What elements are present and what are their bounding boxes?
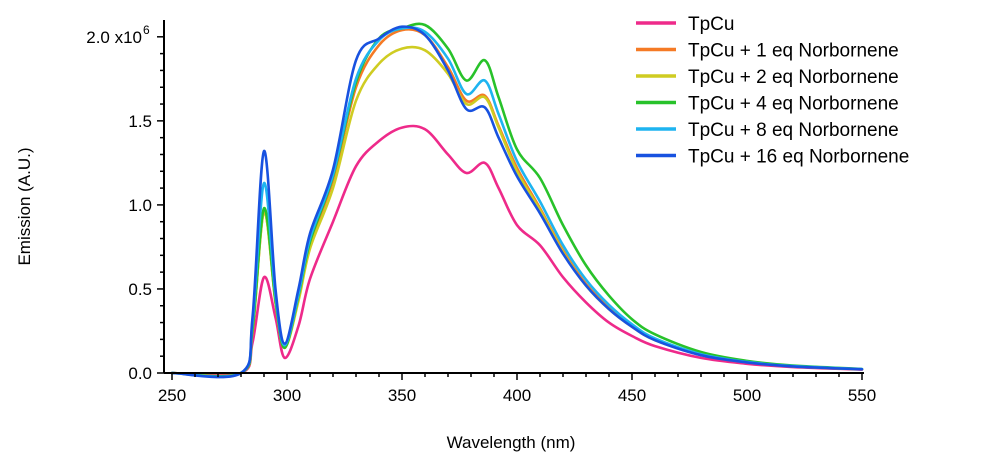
series-line-5 [170,25,864,379]
legend-label: TpCu + 8 eq Norbornene [688,120,899,141]
y-tick-label: 0.0 [128,364,152,383]
x-tick-label: 550 [848,386,876,405]
y-ticks: 0.0 0.5 1.0 1.5 2.0 x10 6 [86,23,164,383]
series-line-0 [170,124,864,377]
x-tick-label: 300 [273,386,301,405]
x-tick-label: 400 [503,386,531,405]
x-tick-label: 250 [158,386,186,405]
y-tick-label: 1.0 [128,196,152,215]
legend-label: TpCu + 4 eq Norbornene [688,94,899,115]
x-axis-title: Wavelength (nm) [447,433,576,452]
legend-label: TpCu + 1 eq Norbornene [688,41,899,62]
x-tick-label: 350 [388,386,416,405]
x-tick-label: 450 [618,386,646,405]
series-layer [170,22,864,379]
legend-label: TpCu + 2 eq Norbornene [688,67,899,88]
legend: TpCu TpCu + 1 eq Norbornene TpCu + 2 eq No… [636,14,909,168]
y-exponent-label: 6 [143,23,150,37]
x-ticks: 250 300 350 400 450 500 550 [158,373,876,405]
y-tick-label: 0.5 [128,280,152,299]
legend-label: TpCu + 16 eq Norbornene [688,147,909,168]
x-tick-label: 500 [733,386,761,405]
y-axis-title: Emission (A.U.) [15,147,34,265]
y-tick-label: 2.0 x10 [86,28,142,47]
legend-label: TpCu [688,14,734,35]
y-tick-label: 1.5 [128,112,152,131]
